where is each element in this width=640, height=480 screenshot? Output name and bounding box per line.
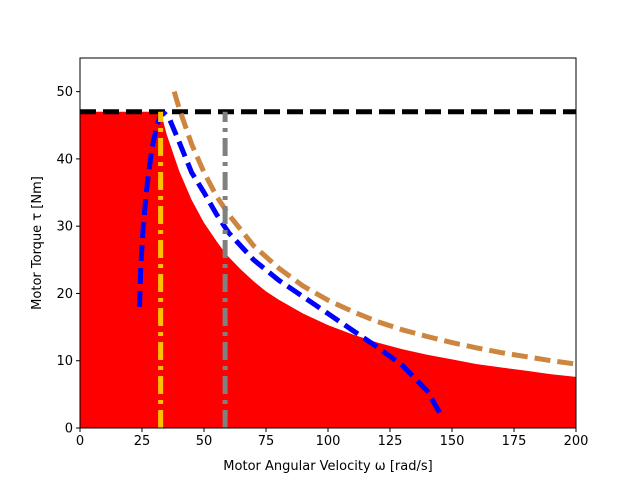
- x-tick-label: 150: [440, 434, 465, 449]
- x-tick-label: 50: [196, 434, 213, 449]
- x-tick-label: 175: [502, 434, 527, 449]
- filled-area: [80, 111, 576, 428]
- y-tick-label: 40: [56, 152, 73, 167]
- x-tick-label: 25: [134, 434, 151, 449]
- x-axis-label: Motor Angular Velocity ω [rad/s]: [223, 459, 432, 474]
- x-tick-label: 0: [76, 434, 84, 449]
- x-tick-label: 100: [316, 434, 341, 449]
- y-tick-label: 50: [56, 85, 73, 100]
- y-axis: 0 10 20 30 40 50: [56, 85, 80, 437]
- y-tick-label: 10: [56, 354, 73, 369]
- y-tick-label: 30: [56, 220, 73, 235]
- y-tick-label: 0: [65, 422, 73, 437]
- series-layer: [80, 90, 576, 428]
- y-axis-label: Motor Torque τ [Nm]: [30, 176, 45, 310]
- y-tick-label: 20: [56, 287, 73, 302]
- power-limit-curve: [171, 90, 576, 367]
- x-tick-label: 125: [378, 434, 403, 449]
- x-tick-label: 75: [258, 434, 275, 449]
- x-tick-label: 200: [564, 434, 589, 449]
- speed-torque-curve: [137, 110, 442, 414]
- x-axis: 0 25 50 75 100 125 150 175 200: [76, 428, 589, 449]
